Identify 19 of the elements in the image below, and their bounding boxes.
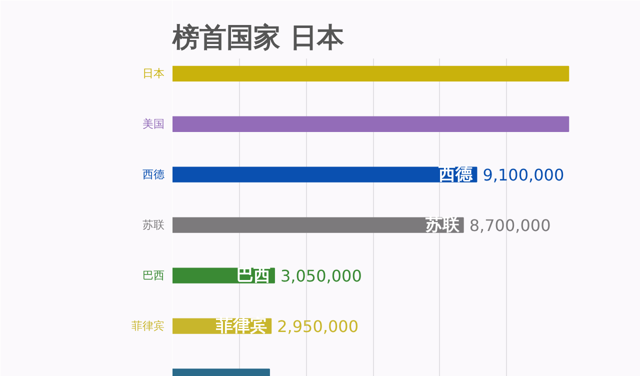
category-label: 苏联 [425,215,460,236]
data-label: 8,700,000 [469,216,551,236]
category-label: 巴西 [236,266,270,286]
category-label: 菲律宾 [216,316,268,336]
y-tick-label: 美国 [142,118,164,131]
data-label: 3,050,000 [280,266,362,286]
y-tick-label: 日本 [142,67,164,80]
y-tick-label: 西德 [142,168,164,182]
y-tick-label: 巴西 [142,269,164,282]
bar [172,166,478,182]
bar [172,116,570,132]
bar [172,217,464,233]
data-label: 2,950,000 [277,317,359,336]
bar [172,66,570,82]
y-tick-label: 菲律宾 [132,320,164,333]
chart-title: 榜首国家 日本 [172,22,345,54]
data-label: 9,100,000 [482,166,564,185]
category-label: 西德 [438,164,473,185]
y-tick-label: 苏联 [142,218,164,232]
